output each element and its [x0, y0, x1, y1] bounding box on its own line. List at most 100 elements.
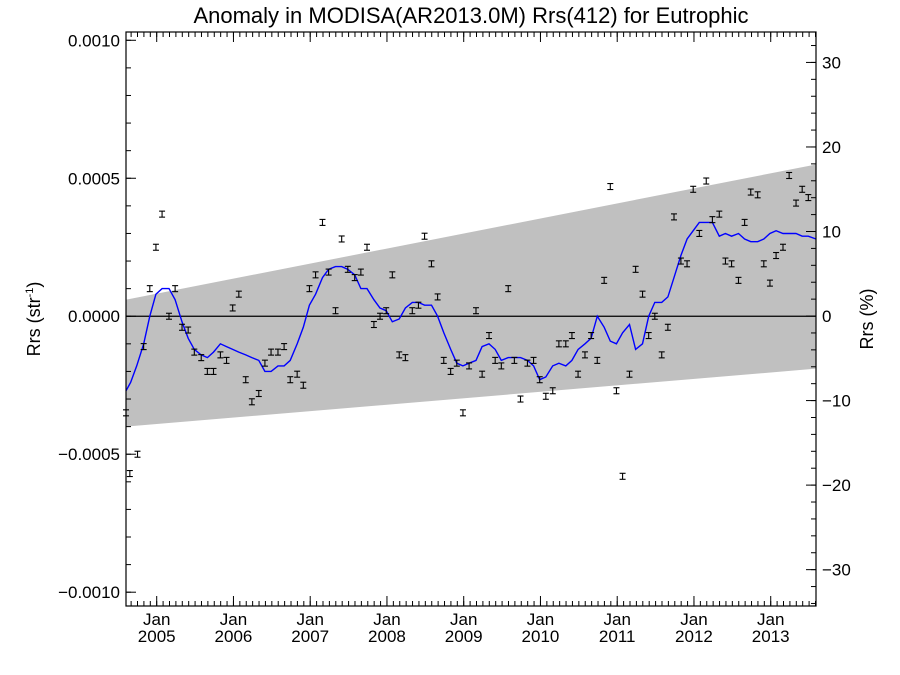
right-y-axis-label: Rrs (%): [857, 289, 877, 350]
left-tick-label: 0.0010: [68, 31, 120, 50]
data-point: [722, 257, 729, 265]
data-point: [274, 348, 281, 356]
chart-title: Anomaly in MODISA(AR2013.0M) Rrs(412) fo…: [193, 3, 748, 28]
data-point: [466, 362, 473, 370]
data-point: [440, 356, 447, 364]
x-tick-year-label: 2006: [215, 627, 253, 646]
data-point: [357, 268, 364, 276]
data-point: [204, 367, 211, 375]
data-point: [294, 370, 301, 378]
plot-area: [123, 164, 817, 480]
data-point: [581, 351, 588, 359]
data-point: [242, 376, 249, 384]
data-point: [325, 268, 332, 276]
data-point: [562, 340, 569, 348]
data-point: [766, 279, 773, 287]
left-y-axis-label: Rrs (str-1): [24, 282, 44, 357]
data-point: [664, 323, 671, 331]
left-y-axis-label-end: ): [24, 282, 44, 288]
x-tick-month-label: Jan: [450, 610, 477, 629]
data-point: [786, 171, 793, 180]
data-point: [747, 188, 754, 196]
data-point: [805, 194, 812, 202]
left-tick-label: 0.0000: [68, 307, 120, 326]
data-point: [735, 276, 742, 284]
data-point: [760, 260, 767, 268]
x-tick-year-label: 2010: [522, 627, 560, 646]
data-point: [607, 182, 614, 191]
data-point: [517, 395, 524, 403]
x-tick-month-label: Jan: [296, 610, 323, 629]
data-point: [159, 210, 166, 218]
data-point: [684, 260, 691, 268]
data-point: [306, 285, 313, 293]
data-point: [185, 326, 192, 334]
plot-frame: [125, 31, 817, 607]
x-tick-month-label: Jan: [143, 610, 170, 629]
data-point: [268, 348, 275, 356]
x-tick-year-label: 2009: [445, 627, 483, 646]
data-point: [447, 367, 454, 375]
data-point: [498, 362, 505, 370]
x-tick-month-label: Jan: [680, 610, 707, 629]
data-point: [415, 301, 422, 309]
data-point: [524, 359, 531, 367]
data-point: [741, 218, 748, 226]
data-point: [319, 218, 326, 226]
data-point: [459, 409, 466, 417]
data-point: [690, 185, 697, 193]
data-point: [555, 340, 562, 348]
data-point: [344, 265, 351, 273]
data-point: [549, 387, 556, 395]
right-tick-label: −10: [822, 392, 851, 411]
data-point: [594, 356, 601, 364]
right-tick-label: 20: [822, 138, 841, 157]
data-point: [140, 343, 147, 351]
left-tick-label: −0.0005: [58, 445, 120, 464]
x-tick-month-label: Jan: [757, 610, 784, 629]
data-point: [536, 376, 543, 384]
data-point: [479, 370, 486, 378]
left-y-axis: 0.0010 0.0005 0.0000 −0.0005 −0.0010: [58, 31, 136, 602]
data-point: [511, 356, 518, 364]
left-tick-label: 0.0005: [68, 169, 120, 188]
data-point: [126, 469, 133, 478]
data-point: [619, 472, 626, 480]
data-point: [281, 343, 288, 351]
data-point: [217, 351, 224, 359]
data-point: [716, 210, 723, 218]
left-y-axis-label-superscript: -1: [24, 288, 36, 298]
data-point: [453, 359, 460, 367]
data-point: [146, 285, 153, 293]
data-point: [428, 260, 435, 268]
data-point: [338, 235, 345, 243]
x-tick-year-label: 2013: [752, 627, 790, 646]
data-point: [377, 312, 384, 320]
data-point: [300, 381, 307, 389]
x-tick-month-label: Jan: [220, 610, 247, 629]
data-point: [134, 450, 141, 458]
data-point: [229, 304, 236, 312]
data-point: [754, 191, 761, 199]
data-point: [351, 274, 358, 282]
x-tick-year-label: 2005: [138, 627, 176, 646]
x-tick-year-label: 2008: [368, 627, 406, 646]
data-point: [799, 185, 806, 193]
data-point: [651, 312, 658, 320]
data-point: [223, 356, 230, 364]
x-tick-year-label: 2011: [599, 627, 636, 646]
right-tick-label: −20: [822, 476, 851, 495]
x-axis: Jan2005Jan2006Jan2007Jan2008Jan2009Jan20…: [130, 32, 816, 646]
data-point: [370, 320, 377, 329]
x-tick-year-label: 2012: [675, 627, 713, 646]
data-point: [312, 271, 319, 279]
left-y-axis-label-main: Rrs (str: [24, 297, 44, 356]
right-tick-label: 10: [822, 223, 841, 242]
x-tick-month-label: Jan: [527, 610, 554, 629]
data-point: [626, 370, 633, 378]
data-point: [486, 332, 493, 340]
data-point: [793, 199, 800, 207]
anomaly-points: [123, 171, 812, 480]
data-point: [409, 307, 416, 315]
